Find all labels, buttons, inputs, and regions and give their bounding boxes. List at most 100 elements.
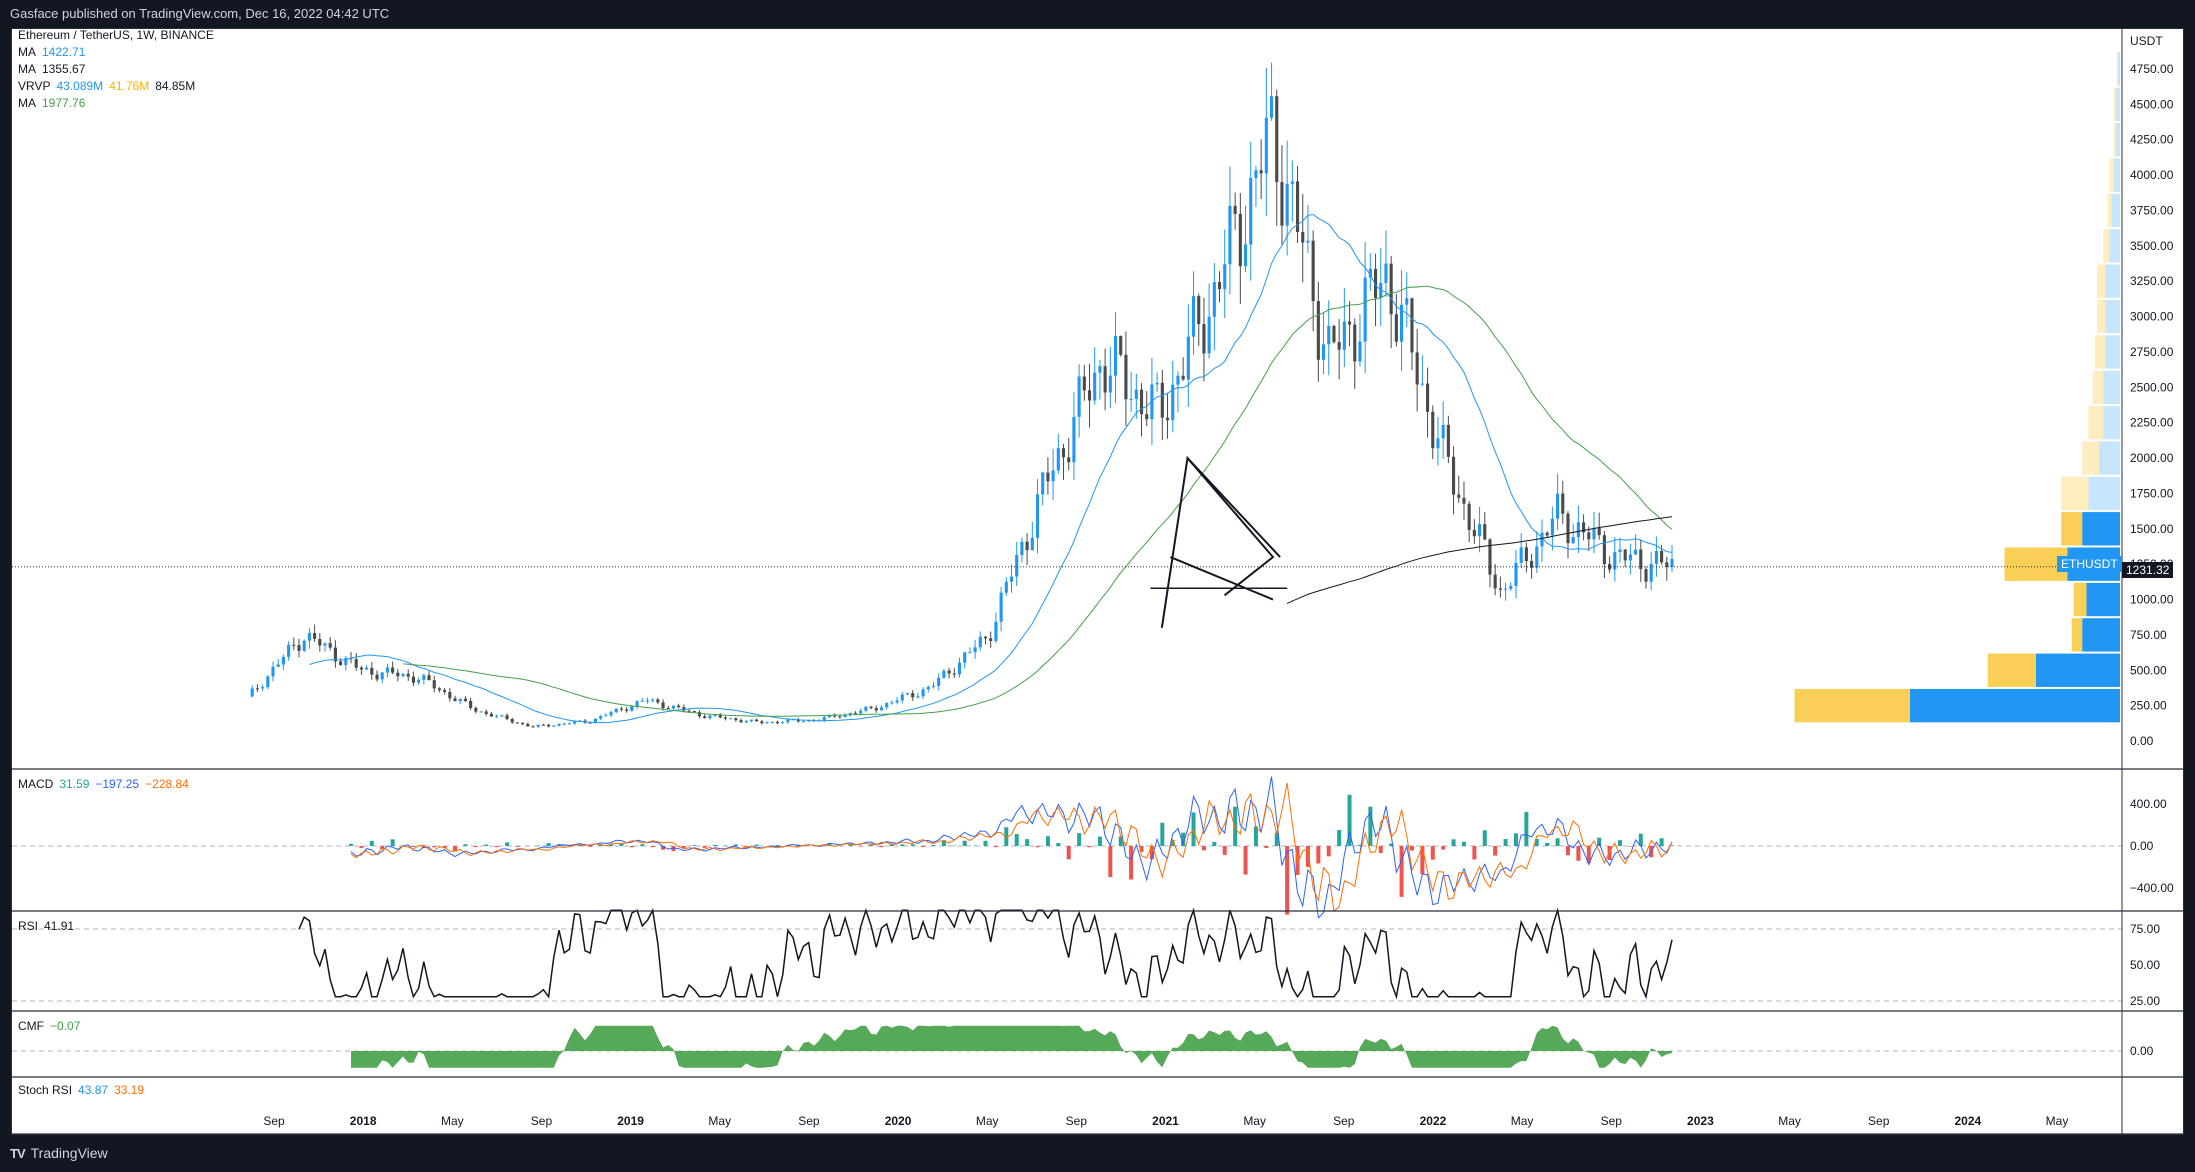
vrvp-total-value: 84.85M (155, 79, 196, 93)
candle-body (557, 723, 561, 726)
candle-body (666, 708, 670, 710)
vrvp-down-bar (2096, 264, 2106, 298)
vrvp-up-bar (1910, 688, 2120, 723)
macd-histogram-bar (1160, 822, 1165, 846)
candle-body (1504, 588, 1508, 590)
candle-body (755, 719, 759, 722)
vrvp-up-bar (2105, 299, 2120, 334)
macd-histogram-bar (1201, 846, 1206, 851)
footer-brand[interactable]: TradingView (30, 1145, 108, 1161)
ma-mid-line (402, 285, 1673, 717)
vrvp-down-bar (2071, 618, 2083, 652)
time-tick-label: Sep (1601, 1114, 1623, 1128)
candle-body (978, 636, 982, 648)
macd-histogram-bar (900, 844, 905, 846)
footer: TV TradingView (0, 1135, 2195, 1172)
trendline-drawings (1150, 455, 1288, 628)
candle-body (1134, 389, 1138, 399)
vrvp-up-bar (2082, 512, 2120, 546)
candle-body (1160, 382, 1164, 418)
macd-histogram-bar (453, 846, 458, 852)
candle-body (1072, 416, 1076, 463)
candle-body (1035, 494, 1040, 538)
candle-body (1103, 366, 1107, 393)
ma1-legend[interactable]: MA 1422.71 (18, 45, 86, 59)
macd-legend[interactable]: MACD 31.59 −197.25 −228.84 (18, 777, 189, 791)
candle-body (370, 667, 374, 675)
candle-body (1285, 183, 1289, 226)
candle-body (879, 707, 884, 711)
vrvp-legend[interactable]: VRVP 43.089M 41.76M 84.85M (18, 79, 196, 93)
candle-body (354, 659, 358, 668)
candle-body (1020, 541, 1024, 556)
candle-body (276, 664, 280, 667)
cmf-tick-label: 0.00 (2130, 1044, 2154, 1058)
macd-tick-label: 400.00 (2130, 797, 2167, 811)
candle-body (1290, 181, 1294, 184)
symbol-title[interactable]: Ethereum / TetherUS, 1W, BINANCE (18, 28, 214, 42)
candle-body (1452, 456, 1456, 495)
candle-body (411, 676, 415, 683)
macd-histogram-bar (962, 840, 967, 846)
vrvp-up-bar (2105, 335, 2120, 369)
rsi-line (298, 907, 1673, 1000)
vrvp-up-bar (2109, 229, 2120, 263)
rsi-legend[interactable]: RSI 41.91 (18, 919, 75, 933)
symbol-price-tag: ETHUSDT (2057, 556, 2122, 572)
cmf-legend[interactable]: CMF −0.07 (18, 1019, 81, 1033)
candle-body (515, 722, 519, 724)
candle-body (489, 713, 493, 717)
candle-body (500, 715, 504, 717)
chart-canvas[interactable]: 400.00 0.00 −400.00 75.00 50.00 25.00 0.00 U… (12, 29, 2184, 1135)
time-tick-label: May (441, 1114, 464, 1128)
macd-histogram-bar (1305, 846, 1310, 867)
candle-body (973, 647, 977, 653)
vrvp-down-bar (2088, 406, 2104, 440)
candle-body (1576, 522, 1580, 538)
ma3-legend[interactable]: MA 1977.76 (18, 96, 86, 110)
candle-body (1202, 324, 1206, 354)
stoch-rsi-legend[interactable]: Stoch RSI 43.87 33.19 (18, 1083, 145, 1097)
ma2-legend[interactable]: MA 1355.67 (18, 62, 86, 76)
time-tick-label: May (2046, 1114, 2069, 1128)
candle-body (1410, 298, 1414, 353)
candle-body (760, 721, 764, 724)
candle-body (630, 706, 634, 711)
vrvp-up-bar (2111, 193, 2120, 228)
candle-body (1363, 277, 1367, 342)
candle-body (323, 643, 327, 646)
candle-body (942, 670, 946, 678)
candle-body (656, 699, 660, 703)
price-tick-label: 250.00 (2130, 699, 2167, 713)
rsi-tick-label: 25.00 (2130, 994, 2160, 1008)
macd-histogram-bar (993, 846, 998, 848)
candle-body (1264, 117, 1268, 174)
candle-body (786, 719, 790, 723)
macd-histogram-bar (1149, 846, 1154, 860)
candle-body (526, 723, 530, 727)
candle-body (443, 690, 447, 692)
macd-histogram-bar (1389, 843, 1394, 846)
macd-histogram-bar (1243, 846, 1248, 875)
vrvp-up-bar (2036, 653, 2120, 687)
price-tick-label: 3250.00 (2130, 274, 2174, 288)
vrvp-up-bar (2117, 52, 2120, 86)
macd-histogram-bar (921, 846, 926, 848)
candle-body (635, 701, 639, 707)
macd-histogram-bar (1586, 846, 1591, 864)
macd-hist-value: 31.59 (59, 777, 90, 791)
macd-histogram-bar (973, 845, 978, 846)
cmf-value: −0.07 (50, 1019, 81, 1033)
candle-body (1524, 547, 1528, 562)
vrvp-down-bar (2107, 193, 2112, 228)
candle-body (531, 726, 535, 728)
candle-body (931, 685, 936, 687)
price-tick-label: 4750.00 (2130, 62, 2174, 76)
vrvp-down-bar (2103, 229, 2110, 263)
chart-frame[interactable]: 400.00 0.00 −400.00 75.00 50.00 25.00 0.00 U… (11, 28, 2184, 1135)
candle-body (1061, 448, 1066, 458)
candle-body (1337, 342, 1341, 350)
candle-body (1025, 541, 1029, 551)
macd-histogram-bar (1129, 846, 1134, 880)
candle-body (1623, 549, 1627, 561)
